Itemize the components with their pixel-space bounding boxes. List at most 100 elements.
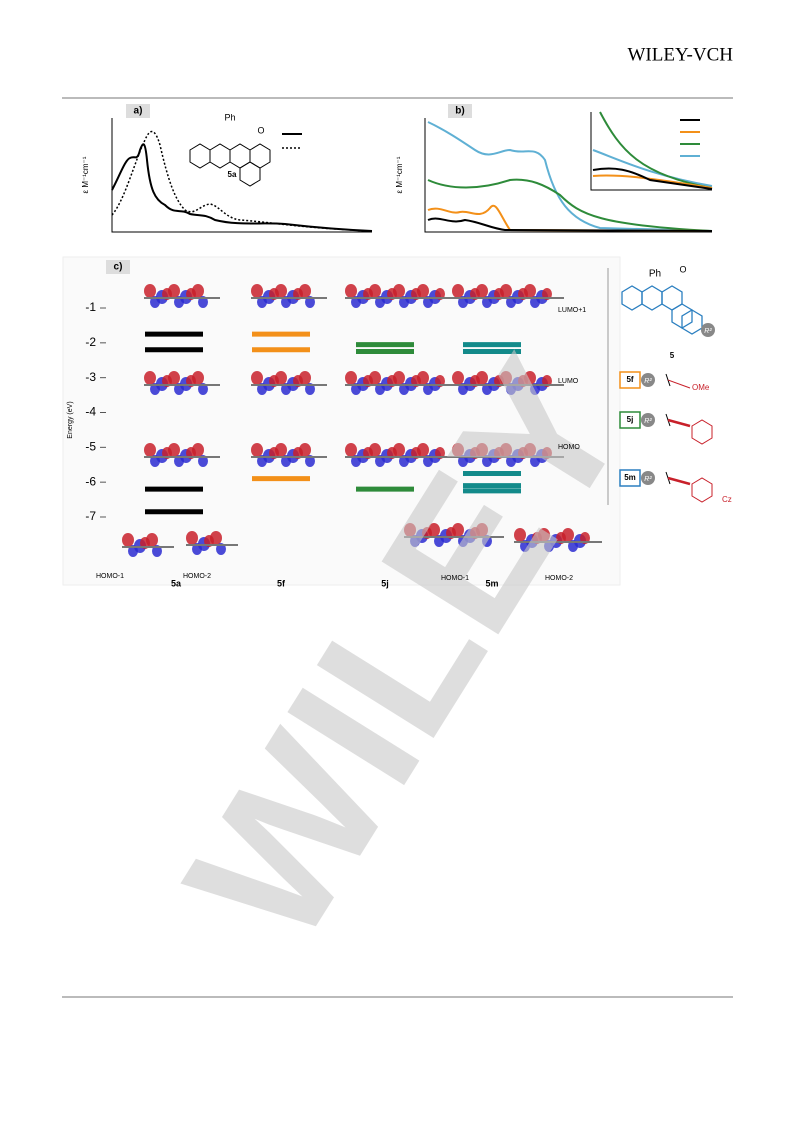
r-circle [641,413,655,427]
lobe [393,284,405,298]
group: OMe [692,383,710,392]
entry-name: 5m [624,473,636,482]
lobe [404,523,416,537]
lobe [144,371,156,385]
r-group: R² [644,418,652,425]
orbital-label: HOMO-2 [183,573,211,580]
lobe [476,523,488,537]
r-group: R² [644,378,652,385]
entry-box [619,469,641,487]
lobe [251,371,263,385]
y-tick-label: -4 [85,405,96,419]
lobe [524,443,536,457]
lobe [275,284,287,298]
orbital-images [122,284,602,557]
spectrum-5a-dotted [111,130,373,232]
spectra-b [427,111,713,232]
lobe [514,528,526,542]
lobe [428,523,440,537]
entry-box [619,371,641,389]
compound-label: 5a [228,170,237,179]
lobe [345,371,357,385]
lobe [299,284,311,298]
ring [691,419,713,445]
alkyne [667,476,691,486]
compound-label: 5a [171,578,182,588]
y-tick-label: -1 [85,300,96,314]
r-group: R² [644,476,652,483]
label-box [126,104,150,118]
entry-name: 5f [626,375,633,384]
lobe [192,284,204,298]
compound-label: 5j [381,578,389,588]
group: Cz [722,495,732,504]
lobe [251,443,263,457]
legend-entries: 5f R² OMe 5j R² 5m R² Cz [619,371,732,504]
core-structure [621,285,703,335]
panel-c-bg [62,256,621,586]
lobe [168,443,180,457]
lobe [192,371,204,385]
lobe [476,371,488,385]
entry-box [619,411,641,429]
lobe [186,531,198,545]
lobe [369,371,381,385]
panel-label: c) [114,262,123,273]
lobe [524,371,536,385]
orbital-label: LUMO+1 [558,307,586,314]
lobe [393,371,405,385]
lobe [500,284,512,298]
r-circle [701,323,715,337]
substituent: Ph [649,269,661,280]
compound-label: 5f [277,578,286,588]
lobe [524,284,536,298]
lobe [345,284,357,298]
orbital-label: HOMO-1 [96,573,124,580]
lobe [144,284,156,298]
label-box [106,260,130,274]
atom: O [257,125,264,135]
lobe [275,443,287,457]
lobe [192,443,204,457]
orbital-label: LUMO [558,378,579,385]
lobe [393,443,405,457]
y-label: ε M⁻¹cm⁻¹ [81,156,90,193]
lobe [122,533,134,547]
y-tick-label: -5 [85,440,96,454]
lobe [299,443,311,457]
lobe [562,528,574,542]
orbital-label: HOMO-1 [441,575,469,582]
lobe [417,371,429,385]
lobe [369,443,381,457]
atom: O [679,264,686,274]
alkyne [667,418,691,428]
orbital-label: HOMO [558,444,580,451]
lobe [452,443,464,457]
orbital-label: HOMO-2 [545,575,573,582]
y-label: ε M⁻¹cm⁻¹ [395,156,404,193]
lobe [417,443,429,457]
structure-5a [189,143,271,187]
entry-name: 5j [627,415,634,424]
lobe [345,443,357,457]
axes-a [111,118,372,233]
y-tick-label: -6 [85,474,96,488]
compound-label: 5 [670,351,675,360]
substituent: Ph [224,112,235,122]
legend-lines-b [680,119,700,157]
spectrum-5a-solid [111,143,373,232]
lobe [369,284,381,298]
panel-label: a) [134,106,143,117]
compound-label: 5m [485,578,498,588]
lobe [500,443,512,457]
lobe [168,284,180,298]
lobe [417,284,429,298]
axes-b [424,112,712,233]
lobe [452,371,464,385]
lobe [146,533,158,547]
r-circle [641,373,655,387]
lobe [476,284,488,298]
r-group: R² [704,328,712,335]
bond [667,379,691,389]
lobe [500,371,512,385]
